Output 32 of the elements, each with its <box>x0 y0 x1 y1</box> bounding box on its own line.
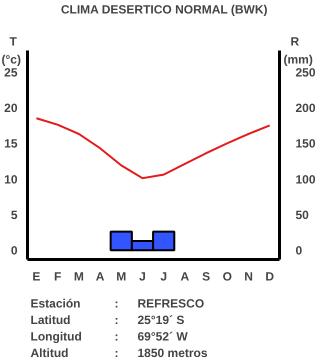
x-tick-label: D <box>265 270 274 284</box>
text: Longitud : 69°52´ W <box>30 330 188 344</box>
y-tick-label: 25 <box>4 65 18 80</box>
x-tick-label: M <box>116 270 126 284</box>
x-tick-label: J <box>139 270 146 284</box>
y2-tick-label: 50 <box>296 208 310 222</box>
text: Altitud : 1850 metros <box>30 346 208 360</box>
y2-tick-label: 0 <box>296 244 302 258</box>
x-tick-label: M <box>74 270 84 284</box>
x-tick-label: E <box>32 270 40 284</box>
y2-axis-title: R (mm) <box>284 34 313 66</box>
y2-tick-label: 200 <box>296 101 316 116</box>
text: Estación : REFRESCO <box>30 296 204 310</box>
x-tick-label: S <box>202 270 210 284</box>
chart-title: CLIMA DESERTICO NORMAL (BWK) <box>60 2 268 16</box>
x-tick-label: N <box>244 270 253 284</box>
x-tick-label: J <box>160 270 168 284</box>
y-tick-label: 15 <box>4 136 18 151</box>
y-tick-label: 5 <box>10 208 18 222</box>
text: Latitud : 25°19´ S <box>30 313 184 327</box>
y-tick-label: 10 <box>4 172 18 186</box>
x-tick-label: A <box>180 270 190 284</box>
y2-tick-label: 250 <box>296 65 316 80</box>
y-tick-label: 20 <box>4 101 18 116</box>
line-series <box>35 117 271 180</box>
x-tick-label: F <box>54 270 62 284</box>
y2-tick-label: 100 <box>296 172 316 186</box>
y-tick-label: 0 <box>10 244 18 258</box>
x-tick-label: O <box>222 270 232 284</box>
y-axis-title: T (°c) <box>2 34 21 66</box>
x-tick-label: A <box>96 270 105 284</box>
y2-tick-label: 150 <box>296 136 316 151</box>
